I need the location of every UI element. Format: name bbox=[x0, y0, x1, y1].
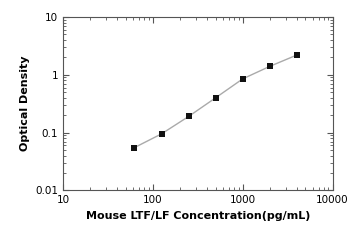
Point bbox=[186, 114, 191, 118]
Point bbox=[294, 53, 300, 57]
Point bbox=[240, 77, 245, 81]
Point bbox=[213, 96, 218, 100]
Point bbox=[159, 132, 164, 136]
Point bbox=[267, 64, 273, 68]
X-axis label: Mouse LTF/LF Concentration(pg/mL): Mouse LTF/LF Concentration(pg/mL) bbox=[85, 211, 310, 221]
Point bbox=[132, 146, 137, 150]
Y-axis label: Optical Density: Optical Density bbox=[20, 56, 30, 152]
